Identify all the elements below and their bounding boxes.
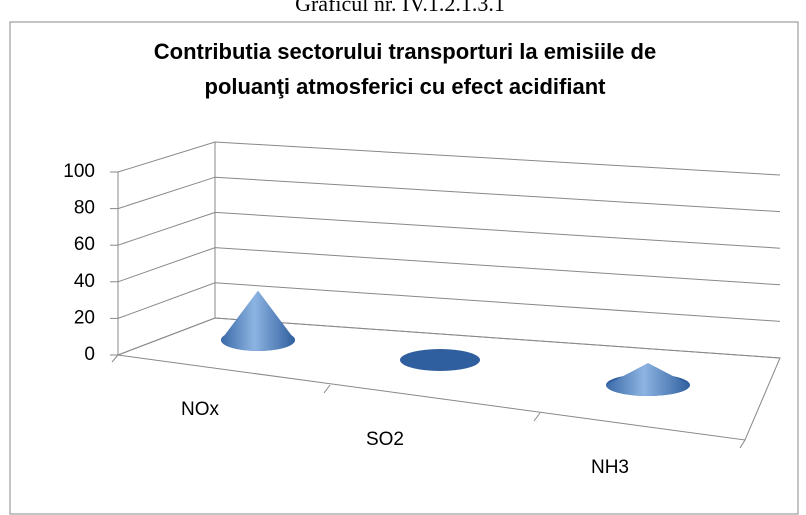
chart-title: Contributia sectorului transporturi la e… [154,39,656,64]
grid-line [117,176,781,213]
grid-line [117,211,781,249]
y-tick-label: 40 [74,271,95,292]
x-tick-label: SO2 [366,429,404,450]
cone-base [400,349,480,371]
y-tick-label: 0 [84,344,95,365]
cone [606,363,690,396]
y-tick-label: 60 [74,234,95,255]
x-tick-label: NOx [181,399,220,420]
y-tick-label: 20 [74,307,95,328]
grid-line [117,247,781,286]
chart-frame [9,21,799,515]
cone [221,290,295,351]
y-tick-label: 80 [74,198,95,219]
x-tick-mark [739,439,746,449]
grid-line [117,282,781,322]
x-tick-mark [533,412,541,422]
x-tick-mark [111,354,119,363]
x-tick-mark [323,384,331,394]
grid-line [117,141,781,176]
chart-title: poluanţi atmosferici cu efect acidifiant [205,74,607,99]
caption: Graficul nr. IV.1.2.1.3.1 [295,0,505,16]
x-tick-label: NH3 [591,457,629,478]
y-tick-label: 100 [63,161,95,182]
